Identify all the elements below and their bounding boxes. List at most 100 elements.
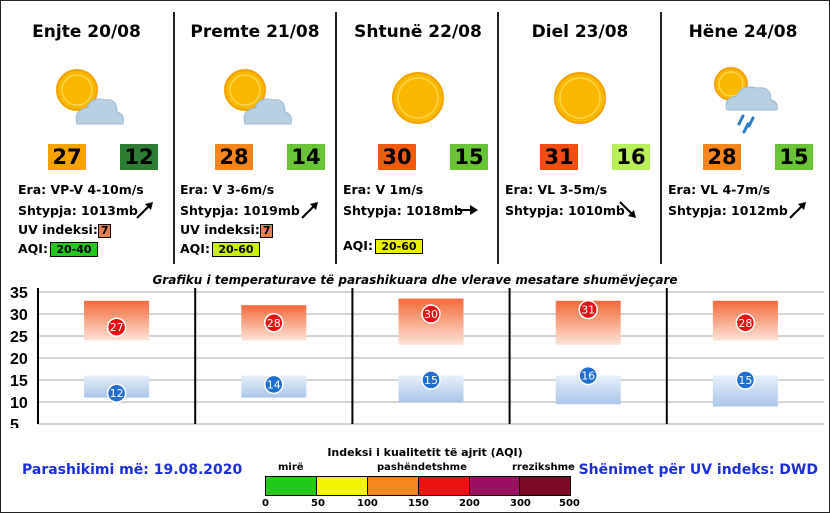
aqi-color-segment: [368, 477, 419, 495]
min-temp-label: 16: [581, 370, 595, 383]
wind-text: Era: VL 4-7m/s: [668, 182, 771, 197]
arrow-down-right-icon: [619, 201, 636, 218]
column-divider: [335, 12, 337, 264]
arrow-up-right-icon: [136, 202, 153, 219]
y-tick-label: 15: [10, 373, 28, 390]
aqi-tick-label: 500: [559, 498, 580, 509]
day-column: Diel 23/08 31 16 Era: VL 3-5m/s Shtypja: 101…: [500, 8, 660, 263]
sun-icon: [554, 72, 606, 124]
aqi-label-unhealthy: pashëndetshme: [377, 462, 467, 473]
min-temp-marker: [264, 374, 284, 395]
y-tick-label: 35: [10, 285, 28, 302]
min-temp-marker: [421, 370, 441, 390]
aqi-label-hazardous: rrezikshme: [512, 462, 575, 473]
day-title: Enjte 20/08: [32, 22, 141, 42]
aqi-legend-title: Indeksi i kualitetit të ajrit (AQI): [327, 446, 523, 459]
uv-index-row: UV indeksi: 7: [180, 222, 274, 238]
day-column: Premte 21/08 28 14 Era: V 3-6m/s Shtypja: 10…: [175, 8, 335, 263]
pressure-text: Shtypja: 1010mb: [505, 203, 625, 218]
aqi-tick-label: 100: [357, 498, 378, 509]
uv-index-row: UV indeksi: 7: [18, 222, 112, 238]
day-title: Hëne 24/08: [688, 22, 798, 42]
min-temp-label: 14: [267, 378, 281, 391]
arrow-up-right-icon: [301, 202, 318, 219]
max-temp-label: 27: [110, 321, 124, 334]
max-temp-badge: 27: [48, 144, 86, 170]
y-tick-label: 30: [10, 307, 28, 324]
aqi-tick-label: 50: [311, 498, 325, 509]
aqi-row: AQI: 20-60: [180, 241, 260, 257]
min-temp-marker: [735, 370, 756, 390]
column-divider: [497, 12, 499, 264]
min-temp-badge: 15: [450, 144, 488, 170]
y-tick-label: 10: [10, 395, 28, 412]
min-temp-label: 12: [110, 387, 124, 400]
aqi-color-segment: [317, 477, 368, 495]
max-temp-badge: 28: [703, 144, 741, 170]
pressure-text: Shtypja: 1019mb: [180, 203, 300, 218]
aqi-tick-label: 300: [510, 498, 531, 509]
aqi-tick-label: 0: [262, 498, 269, 509]
pressure-text: Shtypja: 1013mb: [18, 203, 138, 218]
uv-index-value: 7: [97, 224, 112, 238]
aqi-label: AQI:: [18, 241, 48, 256]
arrow-right-icon: [458, 205, 478, 215]
chart-title: Grafiku i temperaturave të parashikuara …: [152, 273, 678, 287]
sun-cloud-icon: [55, 69, 124, 125]
aqi-row: AQI: 20-40: [18, 241, 98, 257]
day-title: Shtunë 22/08: [354, 22, 482, 42]
aqi-label: AQI:: [180, 241, 210, 256]
aqi-value: 20-40: [49, 242, 98, 257]
max-temp-badge: 28: [215, 144, 253, 170]
day-column: Hëne 24/08 28 15 Era: VL 4-7m/s Shtypja: 101…: [663, 8, 823, 263]
max-temp-marker: [264, 313, 284, 333]
aqi-color-segment: [266, 477, 317, 495]
uv-index-label: UV indeksi:: [18, 222, 98, 237]
min-temp-label: 15: [424, 374, 438, 387]
aqi-color-segment: [470, 477, 520, 495]
uv-source-note: Shënimet për UV indeks: DWD: [578, 462, 818, 478]
y-tick-label: 20: [10, 351, 28, 368]
max-temp-marker: [578, 299, 598, 320]
max-temp-badge: 31: [540, 144, 578, 170]
min-temp-badge: 16: [612, 144, 650, 170]
min-temp-marker: [106, 383, 127, 403]
max-temp-label: 28: [267, 317, 281, 330]
min-temp-badge: 14: [287, 144, 325, 170]
pressure-text: Shtypja: 1012mb: [668, 203, 788, 218]
temperature-chart: 35 30 25 20 15 10 5 27 12 28 14 30 15 31 16 28 15: [10, 285, 824, 428]
aqi-color-scale: [265, 476, 571, 496]
max-temp-label: 31: [581, 304, 595, 317]
pressure-text: Shtypja: 1018mb: [343, 203, 463, 218]
aqi-label: AQI:: [343, 238, 373, 253]
day-title: Diel 23/08: [531, 22, 629, 42]
max-temp-marker: [421, 304, 441, 324]
day-column: Enjte 20/08 27 12 Era: VP-V 4-10m/s Shtypja:…: [0, 8, 173, 263]
sun-cloud-icon: [224, 69, 292, 125]
uv-index-value: 7: [259, 224, 274, 238]
day-column: Shtunë 22/08 30 15 Era: V 1m/s Shtypja: 1018…: [338, 8, 498, 263]
forecast-date: Parashikimi më: 19.08.2020: [22, 462, 243, 478]
column-divider: [173, 12, 175, 264]
wind-text: Era: VP-V 4-10m/s: [18, 182, 144, 197]
aqi-tick-label: 150: [408, 498, 429, 509]
column-divider: [660, 12, 662, 264]
wind-text: Era: V 3-6m/s: [180, 182, 275, 197]
max-temp-marker: [735, 313, 756, 333]
aqi-color-segment: [520, 477, 570, 495]
aqi-row: AQI: 20-60: [343, 238, 423, 254]
aqi-tick-label: 200: [459, 498, 480, 509]
max-temp-badge: 30: [378, 144, 416, 170]
aqi-color-segment: [419, 477, 470, 495]
min-temp-badge: 15: [775, 144, 813, 170]
y-tick-label: 5: [10, 417, 19, 428]
aqi-value: 20-60: [374, 239, 423, 254]
max-temp-marker: [106, 317, 127, 337]
max-temp-label: 30: [424, 308, 438, 321]
sun-cloud-rain-icon: [714, 67, 778, 134]
max-temp-label: 28: [738, 317, 752, 330]
y-tick-label: 25: [10, 329, 28, 346]
min-temp-marker: [578, 365, 598, 386]
min-temp-label: 15: [738, 374, 752, 387]
day-title: Premte 21/08: [190, 22, 320, 42]
